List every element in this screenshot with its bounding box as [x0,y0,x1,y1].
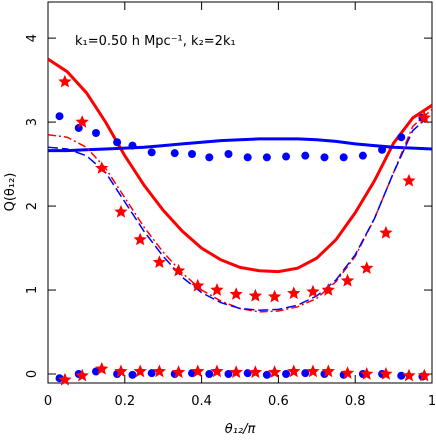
star-point [114,204,128,218]
star-point [171,263,186,277]
circle-point [128,141,137,150]
star-point [360,261,374,274]
x-axis-label: θ₁₂/π [225,422,256,437]
star-point [321,283,335,296]
star-point [306,364,320,378]
y-tick-label: 3 [25,118,40,126]
star-point [58,372,72,386]
star-point [229,365,243,378]
star-point [379,225,393,239]
circle-point [113,138,122,147]
x-tick-label: 0.6 [268,394,289,409]
circle-point [128,370,137,379]
y-axis-label: Q(θ₁₂) [3,173,18,212]
star-point [321,364,335,378]
star-point [340,273,355,287]
star-point [402,173,416,187]
circle-point [170,149,179,158]
circle-point [397,133,406,142]
circle-point [282,370,291,379]
star-point [306,284,320,298]
circle-point [358,151,367,160]
circle-point [339,153,348,162]
x-tick-label: 1 [428,394,436,409]
star-point [287,364,301,378]
y-tick-label: 4 [25,34,40,42]
circle-point [262,370,271,379]
circle-point [262,153,271,162]
star-point [75,368,89,382]
star-point [229,287,243,300]
circle-point [205,370,214,379]
star-point [58,74,72,88]
curve [48,113,432,311]
circle-point [55,112,64,121]
star-point [210,283,224,296]
star-point [360,367,374,380]
star-point [95,161,109,174]
plot-frame [47,1,433,384]
circle-point [224,149,233,158]
x-tick-label: 0.4 [191,394,212,409]
star-point [114,364,128,378]
circle-point [147,148,156,157]
star-point [248,365,262,378]
circle-point [92,129,100,138]
circle-point [378,145,387,154]
star-point [417,368,431,382]
circle-point [205,153,214,162]
x-tick-label: 0.8 [345,394,366,409]
star-point [95,362,109,375]
star-point [171,365,186,378]
circle-point [243,153,252,162]
circle-point [301,369,310,378]
circle-point [397,371,406,380]
star-point [133,232,147,246]
star-point [248,288,262,302]
x-tick-label: 0 [44,394,52,409]
star-point [417,110,431,124]
circle-point [320,153,329,162]
star-point [75,115,89,128]
star-point [210,364,224,378]
circle-point [147,369,156,378]
y-tick-label: 0 [25,370,40,378]
star-point [402,368,416,382]
circle-point [224,370,233,379]
star-point [287,286,301,300]
y-tick-label: 1 [25,286,40,294]
star-point [191,364,205,378]
star-point [379,367,393,380]
annotation: k₁=0.50 h Mpc⁻¹, k₂=2k₁ [75,34,236,49]
star-point [340,366,355,379]
star-point [152,364,166,378]
circle-point [243,369,252,378]
star-point [133,364,147,378]
star-point [267,289,282,303]
star-point [191,278,205,292]
x-tick-label: 0.2 [114,394,135,409]
curve [48,137,432,153]
star-point [152,255,166,268]
star-point [267,365,282,378]
y-tick-label: 2 [25,202,40,210]
circle-point [188,149,196,158]
curve [48,57,432,274]
circle-point [282,152,291,161]
circle-point [301,151,310,160]
